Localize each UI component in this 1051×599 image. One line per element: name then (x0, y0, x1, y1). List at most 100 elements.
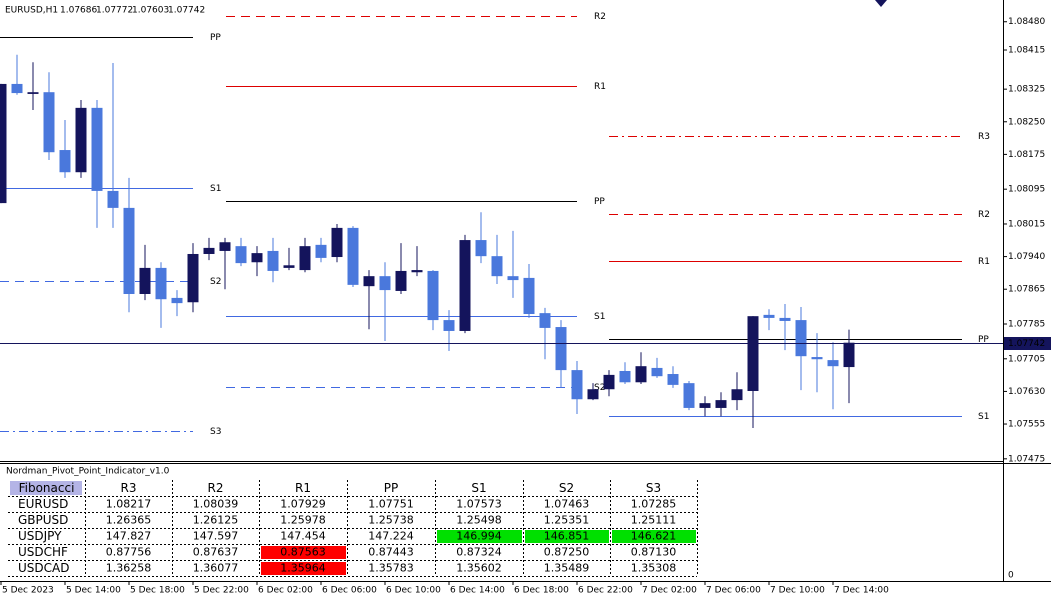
table-header: S1 (471, 481, 486, 495)
cell-highlight (525, 530, 609, 543)
pivot-label: R1 (978, 257, 990, 267)
table-cell: 146.851 (544, 530, 590, 543)
candle-body (603, 374, 615, 390)
pivot-label: R1 (594, 82, 606, 92)
candle-body (427, 270, 439, 321)
candle-body (379, 276, 391, 291)
candle-body (779, 317, 791, 321)
table-cell: 1.35783 (368, 562, 414, 575)
x-tick-label: 7 Dec 06:00 (706, 586, 761, 596)
y-tick-label: 1.07940 (1008, 252, 1045, 262)
indicator-title: Nordman_Pivot_Point_Indicator_v1.0 (6, 467, 170, 477)
candle-body (27, 92, 39, 94)
table-cell: 0.87324 (456, 546, 502, 559)
candle-body (731, 389, 743, 401)
table-cell: 1.25351 (544, 514, 590, 527)
x-tick-label: 7 Dec 02:00 (642, 586, 697, 596)
pivot-label: PP (594, 197, 605, 207)
pivot-label: PP (210, 33, 221, 43)
ohlc-close: 1.07742 (168, 6, 205, 16)
y-tick-label: 1.08095 (1008, 185, 1045, 195)
cell-highlight (612, 530, 696, 543)
y-tick-label: 1.07555 (1008, 420, 1045, 430)
table-cell: 1.36077 (193, 562, 239, 575)
candle-body (635, 366, 647, 383)
table-cell: 1.25978 (280, 514, 326, 527)
table-corner (10, 481, 82, 495)
table-cell: 147.597 (193, 530, 239, 543)
candle-body (507, 276, 519, 281)
candle-body (75, 107, 87, 173)
y-tick-label: 1.07705 (1008, 354, 1045, 364)
y-tick-label: 1.08175 (1008, 150, 1045, 160)
ohlc-low: 1.07603 (132, 6, 169, 16)
table-header: S3 (646, 481, 661, 495)
candle-body (171, 297, 183, 304)
table-cell: 1.07463 (544, 498, 590, 511)
candle-body (459, 240, 471, 331)
table-cell: 1.26365 (106, 514, 152, 527)
table-cell: 0.87563 (280, 546, 326, 559)
candle-body (0, 83, 7, 204)
table-cell: 147.224 (368, 530, 414, 543)
candle-body (155, 267, 167, 300)
cell-highlight (437, 530, 522, 543)
candle-body (187, 253, 199, 303)
candle-body (267, 250, 279, 271)
table-cell: 147.827 (106, 530, 152, 543)
y-tick-label: 1.07475 (1008, 454, 1045, 464)
pivot-label: S3 (210, 427, 221, 437)
cell-highlight (261, 546, 346, 559)
y-tick-label: 1.07785 (1008, 320, 1045, 330)
candle-body (219, 242, 231, 251)
indicator-axis-label: 0 (1008, 571, 1014, 581)
candle-body (443, 320, 455, 331)
candle-body (827, 360, 839, 367)
candle-body (107, 190, 119, 208)
table-cell: 146.621 (631, 530, 677, 543)
candle-body (811, 357, 823, 360)
table-header: R3 (121, 481, 137, 495)
price-tag (1004, 337, 1051, 350)
candle-body (619, 370, 631, 383)
candle-body (555, 327, 567, 371)
pivot-label: S1 (210, 184, 221, 194)
candle-body (523, 277, 535, 315)
table-header: R1 (295, 481, 311, 495)
candle-body (651, 367, 663, 377)
candle-body (139, 267, 151, 294)
x-tick-label: 7 Dec 14:00 (834, 586, 889, 596)
table-cell: 1.25738 (368, 514, 414, 527)
table-cell: 1.36258 (106, 562, 152, 575)
table-header: PP (384, 481, 398, 495)
table-cell: 1.35602 (456, 562, 502, 575)
table-symbol: USDCAD (18, 561, 69, 575)
y-tick-label: 1.08415 (1008, 46, 1045, 56)
x-tick-label: 5 Dec 14:00 (66, 586, 121, 596)
candle-body (203, 247, 215, 254)
candle-body (699, 403, 711, 408)
x-tick-label: 6 Dec 06:00 (322, 586, 377, 596)
candle-body (491, 256, 503, 277)
table-header: R2 (208, 481, 224, 495)
y-tick-label: 1.07865 (1008, 285, 1045, 295)
candle-body (795, 320, 807, 357)
symbol-label: EURUSD,H1 (5, 6, 58, 16)
candle-body (235, 246, 247, 264)
y-tick-label: 1.08015 (1008, 219, 1045, 229)
pivot-label: S1 (594, 312, 605, 322)
table-cell: 1.35308 (631, 562, 677, 575)
pivot-label: S2 (594, 383, 605, 393)
cell-highlight (261, 562, 346, 575)
table-cell: 1.26125 (193, 514, 239, 527)
x-tick-label: 5 Dec 2023 (2, 586, 54, 596)
pivot-label: R2 (594, 12, 606, 22)
candle-body (475, 240, 487, 257)
candle-body (11, 83, 23, 94)
table-cell: 1.07285 (631, 498, 677, 511)
candle-body (763, 314, 775, 318)
candle-body (843, 342, 855, 368)
table-cell: 1.07573 (456, 498, 502, 511)
y-tick-label: 1.08250 (1008, 117, 1045, 127)
